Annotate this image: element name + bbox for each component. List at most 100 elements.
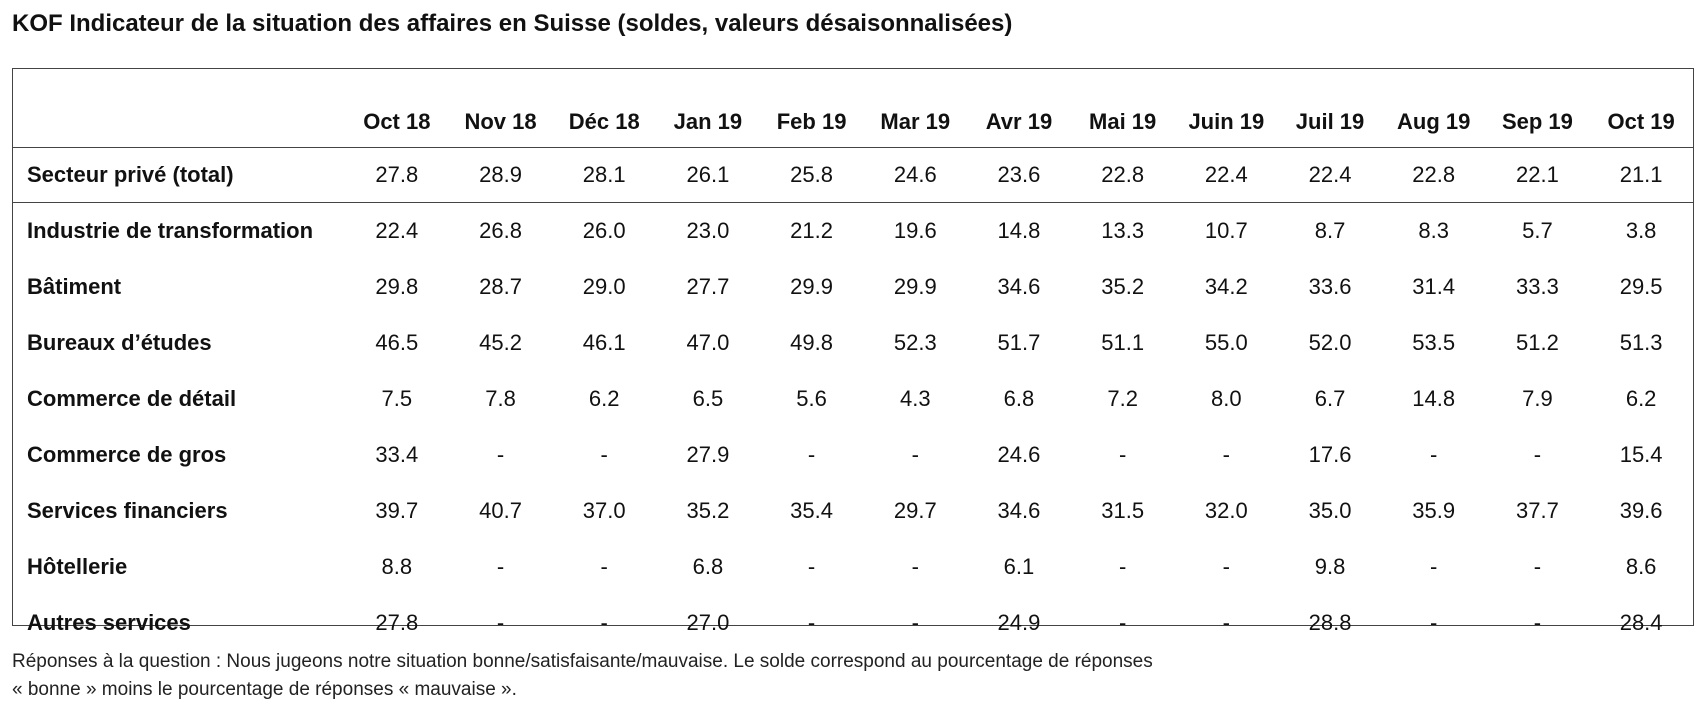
table-cell: 28.8 xyxy=(1308,610,1352,635)
table-row: Hôtellerie 8.8 - - 6.8 - - 6.1 - - 9.8 - - 8.6 xyxy=(13,539,1693,595)
table-cell: 33.3 xyxy=(1515,274,1559,299)
table-cell: 6.1 xyxy=(1003,554,1035,579)
table-cell: 46.5 xyxy=(375,330,419,355)
table-cell: - xyxy=(1222,554,1230,579)
table-cell: 29.7 xyxy=(893,498,937,523)
table-cell: 37.0 xyxy=(582,498,626,523)
table-cell: - xyxy=(1430,554,1438,579)
footnote-line-1: Réponses à la question : Nous jugeons no… xyxy=(12,651,1153,672)
header-corner xyxy=(13,69,345,148)
table-cell: 27.8 xyxy=(345,147,449,203)
table-body: Secteur privé (total) 27.8 28.9 28.1 26.1 25.… xyxy=(13,147,1693,652)
table-cell: 55.0 xyxy=(1204,330,1248,355)
table-cell: 24.6 xyxy=(997,442,1041,467)
table-cell: - xyxy=(496,554,505,579)
table-cell: - xyxy=(911,554,919,579)
table-cell: 34.6 xyxy=(997,274,1041,299)
table-cell: 33.6 xyxy=(1308,274,1352,299)
table-cell: 26.0 xyxy=(582,218,626,243)
column-header: Sep 19 xyxy=(1485,69,1590,148)
table-cell: 31.5 xyxy=(1101,498,1145,523)
table-cell: 22.8 xyxy=(1070,147,1175,203)
table-cell: 31.4 xyxy=(1412,274,1456,299)
header-row: Oct 18 Nov 18 Déc 18 Jan 19 Feb 19 Mar 19 Avr … xyxy=(13,69,1693,148)
table-cell: 37.7 xyxy=(1515,498,1559,523)
table-cell: 27.9 xyxy=(686,442,730,467)
table-cell: 7.5 xyxy=(381,386,413,411)
column-header: Juil 19 xyxy=(1278,69,1382,148)
table-cell: 29.0 xyxy=(582,274,626,299)
table-cell: 22.8 xyxy=(1381,147,1486,203)
table-cell: 28.7 xyxy=(479,274,522,299)
table-cell: 28.1 xyxy=(552,147,657,203)
table-cell: 28.4 xyxy=(1619,610,1663,635)
table-row: Commerce de gros 33.4 - - 27.9 - - 24.6 - - 17.6 - -… xyxy=(13,427,1693,483)
table-cell: 6.2 xyxy=(588,386,620,411)
table-cell: 5.7 xyxy=(1522,218,1553,243)
table-cell: - xyxy=(1430,442,1438,467)
row-label: Industrie de transformation xyxy=(27,218,314,243)
table-cell: 23.0 xyxy=(686,218,730,243)
table-cell: 52.3 xyxy=(893,330,937,355)
row-label: Services financiers xyxy=(27,498,228,523)
table-cell: 52.0 xyxy=(1308,330,1352,355)
table-cell: 13.3 xyxy=(1101,218,1145,243)
table-cell: 6.8 xyxy=(692,554,724,579)
table-cell: - xyxy=(1533,442,1542,467)
table-cell: 21.1 xyxy=(1589,147,1693,203)
table-cell: - xyxy=(1222,442,1230,467)
table-cell: 7.8 xyxy=(485,386,516,411)
table-cell: 25.8 xyxy=(759,147,864,203)
table-cell: - xyxy=(1118,442,1127,467)
table-cell: - xyxy=(1430,610,1438,635)
table-cell: 53.5 xyxy=(1412,330,1456,355)
table-cell: 29.9 xyxy=(893,274,937,299)
column-header: Feb 19 xyxy=(759,69,864,148)
column-header: Oct 19 xyxy=(1589,69,1693,148)
table-cell: 32.0 xyxy=(1204,498,1248,523)
table-row: Bâtiment 29.8 28.7 29.0 27.7 29.9 29.9 34.6 35.2… xyxy=(13,259,1693,315)
table-cell: 27.8 xyxy=(375,610,419,635)
page-title: KOF Indicateur de la situation des affai… xyxy=(12,10,1013,37)
column-header: Déc 18 xyxy=(552,69,657,148)
row-label: Bureaux d’études xyxy=(27,330,212,355)
table-cell: 27.0 xyxy=(686,610,730,635)
table-cell: 35.2 xyxy=(686,498,730,523)
table-cell: - xyxy=(911,442,919,467)
table-cell: 23.6 xyxy=(967,147,1071,203)
table-cell: 24.6 xyxy=(863,147,968,203)
table-cell: 51.3 xyxy=(1619,330,1663,355)
table-cell: 35.2 xyxy=(1101,274,1145,299)
table-cell: 27.7 xyxy=(686,274,730,299)
row-label: Hôtellerie xyxy=(27,554,128,579)
table-cell: 15.4 xyxy=(1619,442,1663,467)
row-label: Commerce de détail xyxy=(27,386,237,411)
row-label: Bâtiment xyxy=(27,274,122,299)
column-header: Oct 18 xyxy=(345,69,449,148)
table-cell: 17.6 xyxy=(1308,442,1352,467)
table-cell: - xyxy=(1533,610,1542,635)
row-label: Commerce de gros xyxy=(27,442,227,467)
table-cell: 6.7 xyxy=(1314,386,1346,411)
table-cell: 8.6 xyxy=(1625,554,1657,579)
table-cell: 40.7 xyxy=(479,498,522,523)
table-cell: - xyxy=(496,610,505,635)
table-cell: 8.3 xyxy=(1418,218,1450,243)
table-cell: 51.7 xyxy=(997,330,1041,355)
table-cell: 6.2 xyxy=(1625,386,1657,411)
table-cell: 22.4 xyxy=(1278,147,1382,203)
table-cell: 35.9 xyxy=(1412,498,1456,523)
table-cell: - xyxy=(1118,610,1127,635)
column-header: Mai 19 xyxy=(1070,69,1175,148)
table-cell: 22.4 xyxy=(375,218,419,243)
table-cell: 7.2 xyxy=(1107,386,1138,411)
table-cell: 7.9 xyxy=(1522,386,1553,411)
table-cell: 26.1 xyxy=(656,147,760,203)
table-cell: 46.1 xyxy=(582,330,626,355)
table-cell: - xyxy=(807,554,816,579)
column-header: Mar 19 xyxy=(863,69,968,148)
table-cell: 8.0 xyxy=(1211,386,1242,411)
column-header: Juin 19 xyxy=(1174,69,1279,148)
table-cell: 35.4 xyxy=(790,498,833,523)
table-cell: 21.2 xyxy=(790,218,833,243)
